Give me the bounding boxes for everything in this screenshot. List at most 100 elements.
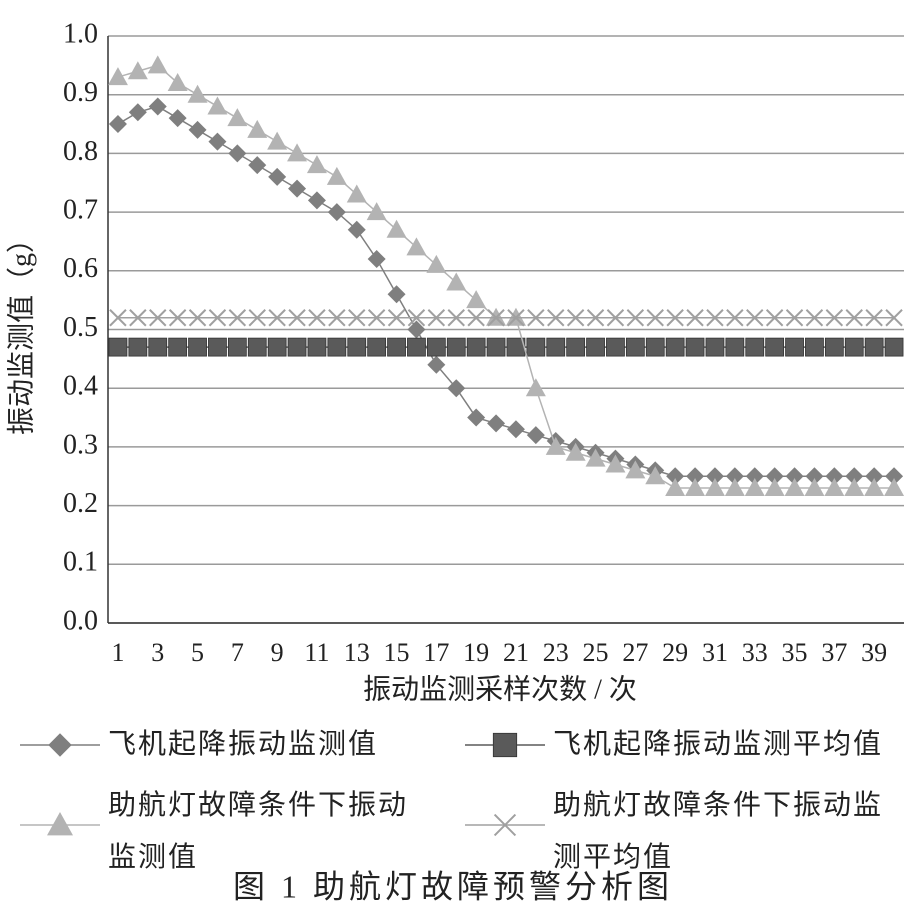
marker-x <box>507 309 525 327</box>
marker-triangle <box>127 61 148 80</box>
marker-triangle <box>466 290 487 309</box>
y-tick-label: 0.1 <box>63 547 98 578</box>
x-tick-label: 19 <box>463 638 489 667</box>
marker-triangle <box>227 108 248 127</box>
series-line <box>117 105 895 477</box>
marker-x <box>626 309 645 327</box>
marker-square <box>665 337 685 357</box>
marker-x <box>109 309 127 327</box>
marker-square <box>168 337 188 357</box>
marker-x <box>129 309 147 327</box>
marker-square <box>387 337 406 357</box>
x-tick-label: 13 <box>344 638 370 667</box>
marker-diamond <box>327 203 346 222</box>
marker-x <box>467 309 485 327</box>
y-axis-title: 振动监测值（g） <box>5 225 37 435</box>
marker-triangle <box>565 442 586 461</box>
marker-square <box>128 337 148 357</box>
marker-square <box>267 337 287 357</box>
marker-square <box>287 337 307 357</box>
x-tick-label: 21 <box>503 638 529 667</box>
marker-triangle <box>665 477 686 496</box>
marker-square <box>367 337 387 357</box>
marker-x <box>493 813 517 837</box>
x-tick-label: 11 <box>304 638 329 667</box>
marker-diamond <box>407 320 426 339</box>
marker-triangle <box>247 119 268 138</box>
marker-square <box>188 337 207 357</box>
marker-diamond <box>745 467 764 486</box>
marker-diamond <box>367 250 386 269</box>
legend-label: 飞机起降振动监测值 <box>108 729 379 760</box>
marker-square <box>148 337 168 357</box>
marker-x <box>547 309 565 327</box>
marker-square <box>108 337 128 357</box>
marker-diamond <box>487 414 506 433</box>
x-tick-label: 5 <box>191 638 204 667</box>
marker-x <box>606 309 625 327</box>
marker-triangle <box>804 477 825 496</box>
marker-square <box>566 337 586 357</box>
marker-triangle <box>167 72 188 91</box>
x-tick-label: 29 <box>662 638 688 667</box>
marker-x <box>168 309 187 327</box>
y-tick-label: 0.9 <box>63 77 98 108</box>
marker-triangle <box>724 477 745 496</box>
marker-square <box>546 337 566 357</box>
marker-diamond <box>427 355 446 374</box>
marker-triangle <box>764 477 785 496</box>
marker-triangle <box>107 67 128 86</box>
marker-diamond <box>128 103 147 122</box>
marker-x <box>686 309 704 327</box>
marker-triangle <box>685 477 706 496</box>
marker-x <box>566 309 585 327</box>
marker-diamond <box>208 132 227 151</box>
marker-x <box>746 309 764 327</box>
x-tick-label: 39 <box>861 638 887 667</box>
marker-triangle <box>784 477 805 496</box>
marker-diamond <box>725 467 744 486</box>
marker-square <box>606 337 625 357</box>
y-tick-label: 0.3 <box>63 429 98 460</box>
marker-square <box>824 337 844 357</box>
marker-square <box>685 337 705 357</box>
y-tick-label: 0.4 <box>63 371 98 402</box>
x-tick-label: 17 <box>423 638 449 667</box>
marker-square <box>586 337 605 357</box>
marker-diamond <box>825 467 844 486</box>
x-tick-label: 23 <box>543 638 569 667</box>
marker-diamond <box>347 220 366 239</box>
marker-square <box>426 337 446 357</box>
marker-square <box>884 337 904 357</box>
marker-square <box>486 337 506 357</box>
marker-x <box>328 309 346 327</box>
marker-triangle <box>704 477 725 496</box>
marker-triangle <box>386 219 407 238</box>
marker-x <box>765 309 784 327</box>
y-tick-label: 0.5 <box>63 312 98 343</box>
x-tick-label: 31 <box>702 638 728 667</box>
marker-triangle <box>545 436 566 455</box>
marker-triangle <box>346 184 367 203</box>
marker-square <box>307 337 327 357</box>
marker-x <box>149 309 167 327</box>
marker-triangle <box>187 84 208 103</box>
marker-square <box>526 337 546 357</box>
series-line <box>117 64 895 489</box>
marker-diamond <box>268 167 287 186</box>
marker-x <box>666 309 684 327</box>
marker-triangle <box>446 272 467 291</box>
marker-x <box>706 309 724 327</box>
marker-diamond <box>705 467 724 486</box>
y-tick-label: 1.0 <box>63 18 98 49</box>
marker-x <box>885 309 903 327</box>
marker-diamond <box>506 420 525 439</box>
marker-diamond <box>686 467 705 486</box>
marker-diamond <box>885 467 904 486</box>
marker-diamond <box>188 120 207 139</box>
marker-square <box>645 337 665 357</box>
marker-x <box>288 309 306 327</box>
marker-square <box>765 337 785 357</box>
marker-triangle <box>426 254 447 273</box>
